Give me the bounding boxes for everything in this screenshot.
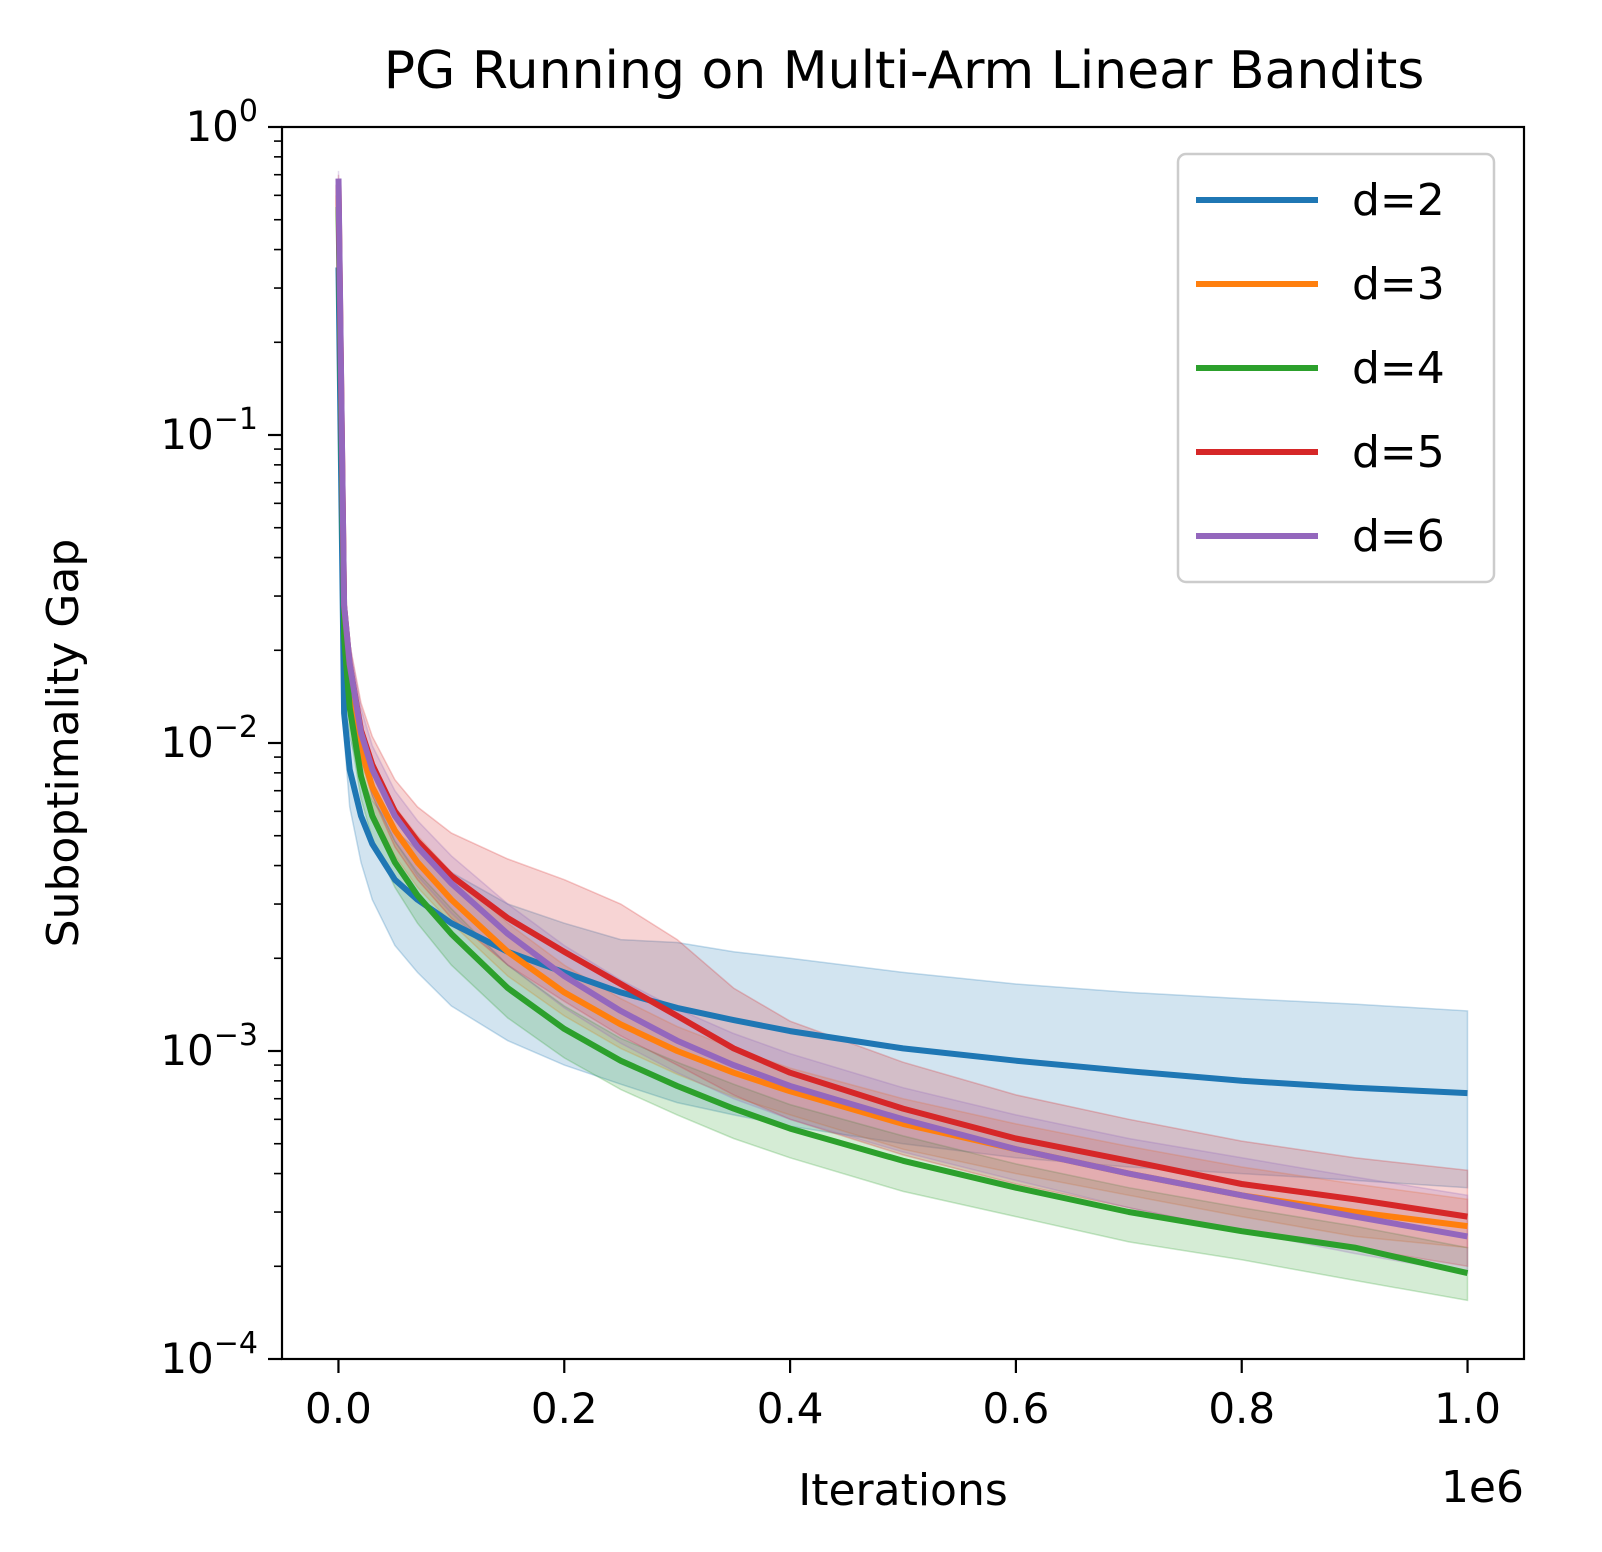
- series-line-d-6: [335, 178, 1469, 1240]
- legend-box: [1176, 152, 1496, 584]
- series-line-d-2: [335, 267, 1468, 1097]
- x-tick-label: 0.6: [983, 1384, 1050, 1433]
- y-tick-label: 100: [185, 94, 258, 151]
- legend-label-d-5: d=5: [1352, 427, 1445, 478]
- legend-label-d-3: d=3: [1352, 259, 1445, 310]
- x-offset-label: 1e6: [1441, 1462, 1524, 1513]
- x-axis: 0.0 0.2 0.4 0.6 0.8 1.0: [305, 1359, 1501, 1433]
- x-tick-label: 1.0: [1434, 1384, 1501, 1433]
- band-d-4: [337, 195, 1469, 1302]
- y-axis: 100 10−1 10−2 10−3 10−4: [160, 94, 282, 1383]
- x-tick-label: 0.2: [531, 1384, 598, 1433]
- series-lines: [335, 178, 1469, 1277]
- x-tick-label: 0.4: [757, 1384, 824, 1433]
- x-tick-label: 0.8: [1208, 1384, 1275, 1433]
- legend-label-d-4: d=4: [1352, 343, 1445, 394]
- legend-label-d-6: d=6: [1352, 511, 1445, 562]
- chart-title: PG Running on Multi-Arm Linear Bandits: [384, 41, 1425, 101]
- legend-label-d-2: d=2: [1352, 175, 1445, 226]
- y-axis-label: Suboptimality Gap: [38, 539, 89, 948]
- y-tick-label: 10−4: [160, 1326, 258, 1383]
- series-line-d-4: [335, 206, 1469, 1277]
- legend: d=2 d=3 d=4 d=5 d=6: [1176, 152, 1496, 584]
- x-tick-label: 0.0: [305, 1384, 372, 1433]
- x-axis-label: Iterations: [798, 1465, 1008, 1516]
- y-tick-label: 10−3: [160, 1018, 258, 1075]
- y-tick-label: 10−1: [160, 402, 258, 459]
- y-tick-label: 10−2: [160, 710, 258, 767]
